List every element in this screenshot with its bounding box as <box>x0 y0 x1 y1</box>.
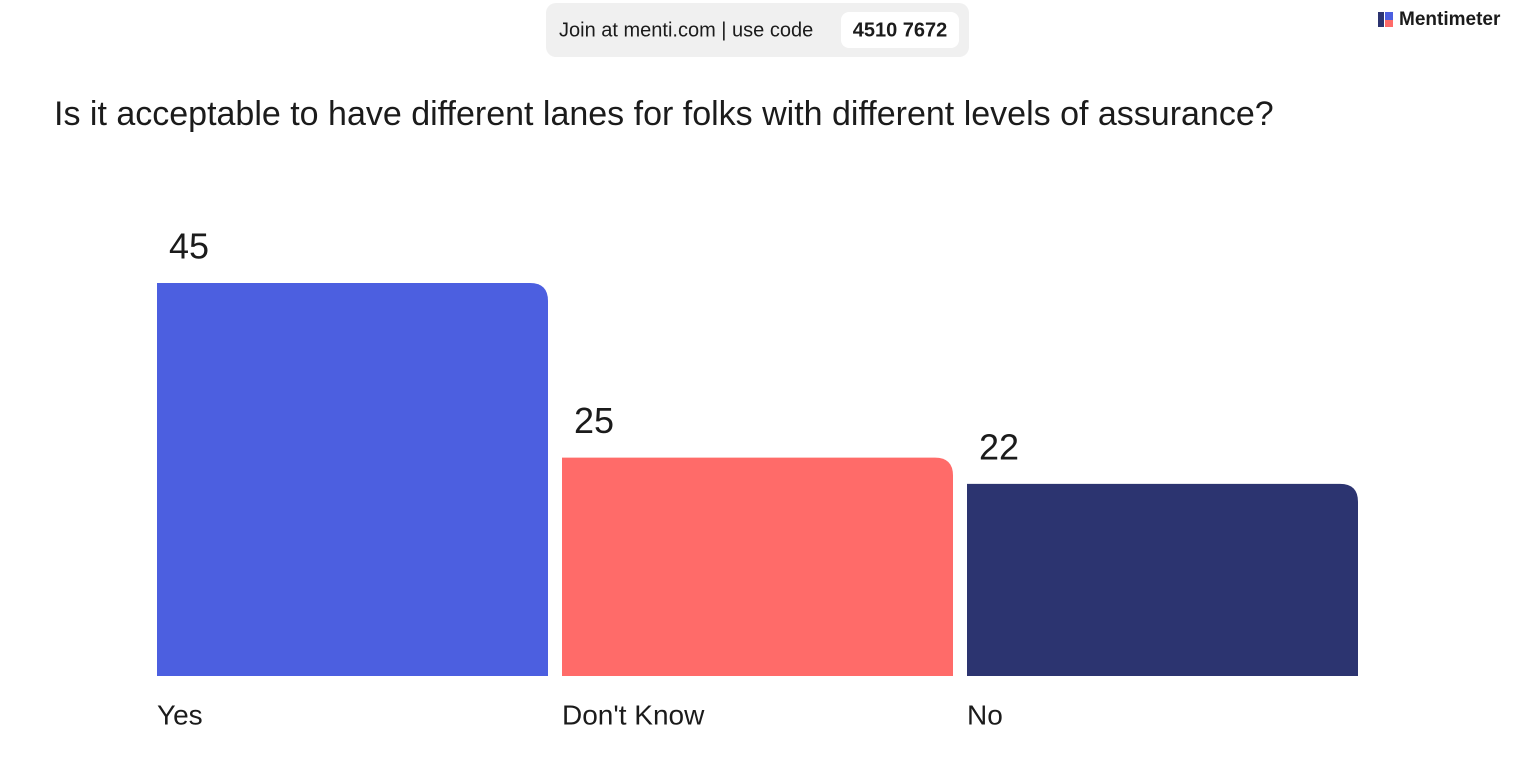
category-label: No <box>967 699 1003 730</box>
bar <box>562 457 953 676</box>
value-label: 45 <box>169 226 209 267</box>
value-label: 22 <box>979 426 1019 467</box>
category-label: Don't Know <box>562 699 705 730</box>
value-label: 25 <box>574 400 614 441</box>
chart-title: Is it acceptable to have different lanes… <box>54 95 1274 133</box>
code-box <box>841 12 959 48</box>
brand-logo <box>1378 12 1393 27</box>
bar <box>157 283 548 676</box>
join-text: Join at menti.com | use code <box>559 19 813 41</box>
bar <box>967 483 1358 676</box>
join-code: 4510 7672 <box>853 19 948 41</box>
category-label: Yes <box>157 699 203 730</box>
brand-name: Mentimeter <box>1399 9 1501 30</box>
